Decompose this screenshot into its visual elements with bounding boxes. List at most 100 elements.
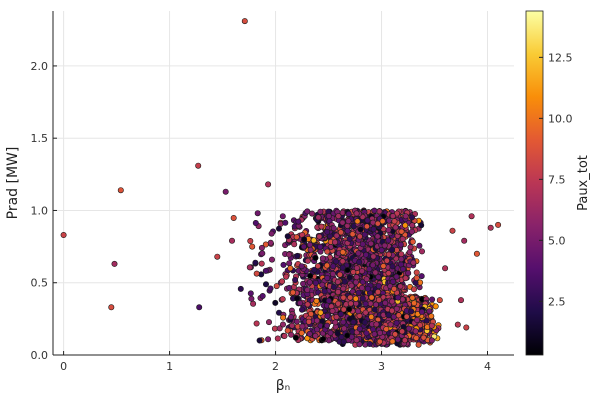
data-point — [60, 232, 67, 239]
data-point — [399, 266, 406, 273]
data-point — [307, 272, 314, 279]
data-point — [371, 331, 378, 338]
data-point — [323, 322, 330, 329]
axes-frame — [52, 11, 514, 356]
data-point — [418, 248, 425, 255]
data-point — [259, 250, 266, 257]
data-point — [405, 325, 412, 332]
data-point — [371, 207, 378, 214]
data-point — [286, 284, 293, 291]
data-point — [379, 218, 386, 225]
data-point — [398, 256, 405, 263]
data-point — [398, 251, 405, 258]
colorbar-ticks: 2.5 5.0 7.5 10.0 12.5 — [539, 51, 573, 308]
colorbar-gradient — [525, 10, 544, 356]
y-tick-label: 0.0 — [31, 349, 49, 362]
data-point — [354, 218, 361, 225]
data-point — [359, 295, 366, 302]
data-point — [312, 332, 319, 339]
data-point — [262, 281, 269, 288]
data-point — [403, 313, 410, 320]
data-point — [298, 306, 305, 313]
x-tick-label: 1 — [166, 360, 173, 373]
data-point — [436, 297, 443, 304]
data-point — [339, 264, 346, 271]
data-point — [341, 278, 348, 285]
data-point — [334, 278, 341, 285]
data-point — [306, 330, 313, 337]
data-point — [249, 243, 256, 250]
data-point — [407, 244, 414, 251]
data-point — [267, 285, 274, 292]
data-point — [406, 249, 413, 256]
data-point — [392, 331, 399, 338]
data-point — [287, 265, 294, 272]
data-point — [383, 257, 390, 264]
data-point — [353, 210, 360, 217]
data-point — [286, 251, 293, 258]
data-point — [381, 242, 388, 249]
data-point — [418, 222, 425, 229]
data-point — [414, 316, 421, 323]
data-point — [247, 290, 254, 297]
data-point — [412, 328, 419, 335]
data-point — [262, 267, 269, 274]
data-point — [353, 274, 360, 281]
data-point — [385, 312, 392, 319]
data-point — [356, 259, 363, 266]
data-point — [389, 278, 396, 285]
data-point — [411, 300, 418, 307]
data-point — [354, 308, 361, 315]
data-point — [292, 276, 299, 283]
data-point — [374, 220, 381, 227]
data-point — [339, 249, 346, 256]
data-point — [307, 246, 314, 253]
data-point — [314, 326, 321, 333]
data-point — [417, 322, 424, 329]
data-point — [287, 314, 294, 321]
data-point — [289, 289, 296, 296]
data-point — [334, 330, 341, 337]
data-point — [324, 228, 331, 235]
data-point — [335, 213, 342, 220]
data-point — [280, 314, 287, 321]
data-point — [391, 285, 398, 292]
data-point — [372, 269, 379, 276]
data-point — [363, 330, 370, 337]
data-point — [324, 313, 331, 320]
data-point — [282, 219, 289, 226]
data-point — [374, 288, 381, 295]
data-point — [295, 218, 302, 225]
data-point — [309, 210, 316, 217]
data-point — [463, 324, 470, 331]
data-point — [268, 256, 275, 263]
data-point — [399, 236, 406, 243]
data-point — [305, 318, 312, 325]
data-points — [60, 18, 502, 348]
data-point — [366, 266, 373, 273]
data-point — [385, 251, 392, 258]
data-point — [359, 241, 366, 248]
data-point — [394, 336, 401, 343]
data-point — [395, 312, 402, 319]
colorbar-label: Paux_tot — [576, 155, 591, 211]
data-point — [304, 286, 311, 293]
data-point — [457, 297, 464, 304]
data-point — [108, 304, 115, 311]
data-point — [387, 321, 394, 328]
data-point — [426, 308, 433, 315]
data-point — [111, 260, 118, 267]
data-point — [389, 246, 396, 253]
data-point — [279, 213, 286, 220]
data-point — [284, 233, 291, 240]
data-point — [385, 270, 392, 277]
data-point — [275, 225, 282, 232]
data-point — [376, 329, 383, 336]
data-point — [317, 208, 324, 215]
data-point — [310, 237, 317, 244]
data-point — [442, 265, 449, 272]
colorbar-tick-label: 2.5 — [548, 295, 566, 308]
data-point — [259, 292, 266, 299]
data-point — [389, 213, 396, 220]
data-point — [358, 284, 365, 291]
